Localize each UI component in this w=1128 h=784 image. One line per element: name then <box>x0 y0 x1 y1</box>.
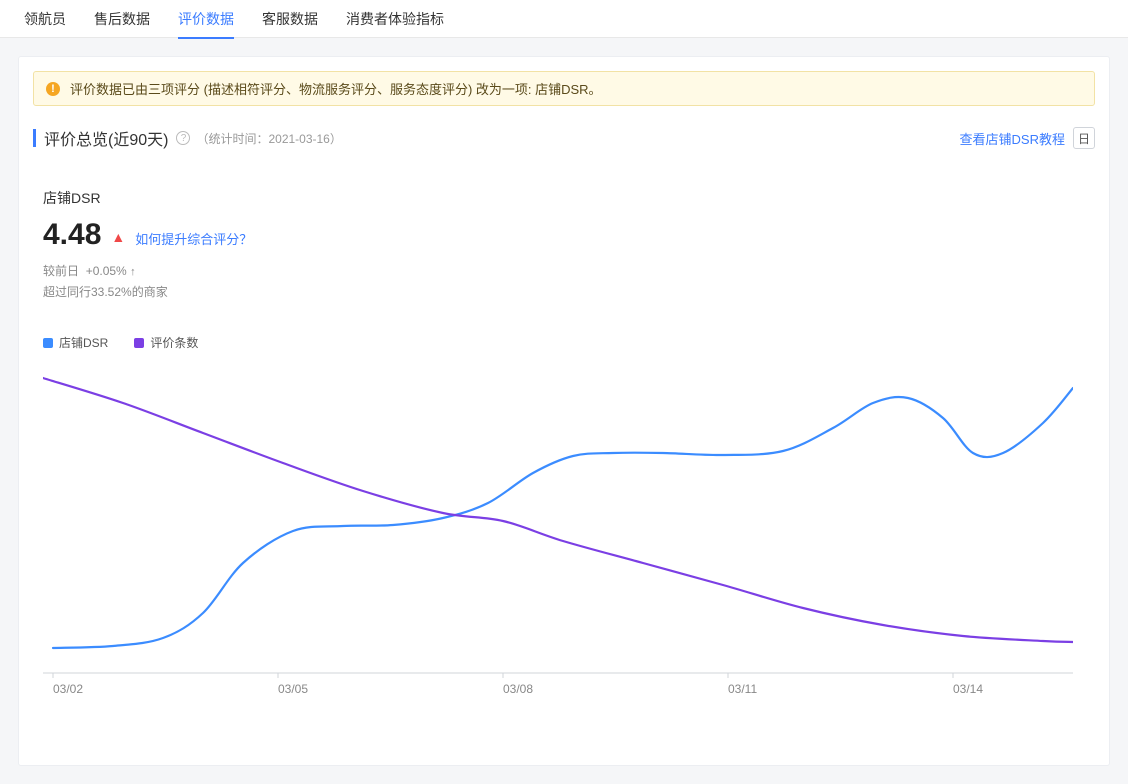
prev-day-label: 较前日 <box>43 264 79 278</box>
info-alert: ! 评价数据已由三项评分 (描述相符评分、物流服务评分、服务态度评分) 改为一项… <box>33 71 1095 106</box>
panel: ! 评价数据已由三项评分 (描述相符评分、物流服务评分、服务态度评分) 改为一项… <box>18 56 1110 766</box>
prev-day-delta: 较前日 +0.05% ↑ <box>43 262 1085 279</box>
alert-icon: ! <box>46 82 60 96</box>
help-icon[interactable]: ? <box>176 131 190 145</box>
legend-swatch <box>134 338 144 348</box>
section-accent-bar <box>33 129 36 147</box>
x-tick-label: 03/08 <box>503 682 533 696</box>
x-tick-label: 03/05 <box>278 682 308 696</box>
warning-icon: ▲ <box>111 229 125 245</box>
tab-3[interactable]: 客服数据 <box>262 1 318 37</box>
section-title: 评价总览(近90天) <box>44 126 168 150</box>
tab-0[interactable]: 领航员 <box>24 1 66 37</box>
tutorial-link[interactable]: 查看店铺DSR教程 <box>960 129 1065 148</box>
stat-time-label: （统计时间：2021-03-16） <box>196 130 341 147</box>
period-day-button[interactable]: 日 <box>1073 127 1095 149</box>
prev-day-value: +0.05% <box>86 264 127 278</box>
tab-1[interactable]: 售后数据 <box>94 1 150 37</box>
metric-value: 4.48 <box>43 218 101 252</box>
section-header: 评价总览(近90天) ? （统计时间：2021-03-16） 查看店铺DSR教程… <box>19 118 1109 160</box>
legend-label: 评价条数 <box>150 334 198 351</box>
peer-compare: 超过同行33.52%的商家 <box>43 283 1085 300</box>
trend-chart: 03/02 03/05 03/08 03/11 03/14 <box>43 363 1073 703</box>
x-tick-label: 03/02 <box>53 682 83 696</box>
metric-block: 店铺DSR 4.48 ▲ 如何提升综合评分？ 较前日 +0.05% ↑ 超过同行… <box>19 160 1109 310</box>
x-tick-label: 03/14 <box>953 682 983 696</box>
x-tick-label: 03/11 <box>728 682 757 696</box>
alert-text: 评价数据已由三项评分 (描述相符评分、物流服务评分、服务态度评分) 改为一项: … <box>70 79 602 98</box>
tab-4[interactable]: 消费者体验指标 <box>346 1 444 37</box>
legend-item-0[interactable]: 店铺DSR <box>43 334 108 351</box>
legend-label: 店铺DSR <box>59 334 108 351</box>
series-line-1 <box>43 378 1073 642</box>
tab-2[interactable]: 评价数据 <box>178 1 234 37</box>
legend-swatch <box>43 338 53 348</box>
metric-title: 店铺DSR <box>43 188 1085 208</box>
chart-container: 03/02 03/05 03/08 03/11 03/14 <box>19 351 1109 703</box>
main-tabs: 领航员售后数据评价数据客服数据消费者体验指标 <box>0 0 1128 38</box>
improve-score-link[interactable]: 如何提升综合评分？ <box>135 229 252 248</box>
up-arrow-icon: ↑ <box>130 266 136 278</box>
chart-legend: 店铺DSR 评价条数 <box>19 326 1109 351</box>
legend-item-1[interactable]: 评价条数 <box>134 334 198 351</box>
series-line-0 <box>53 388 1073 648</box>
